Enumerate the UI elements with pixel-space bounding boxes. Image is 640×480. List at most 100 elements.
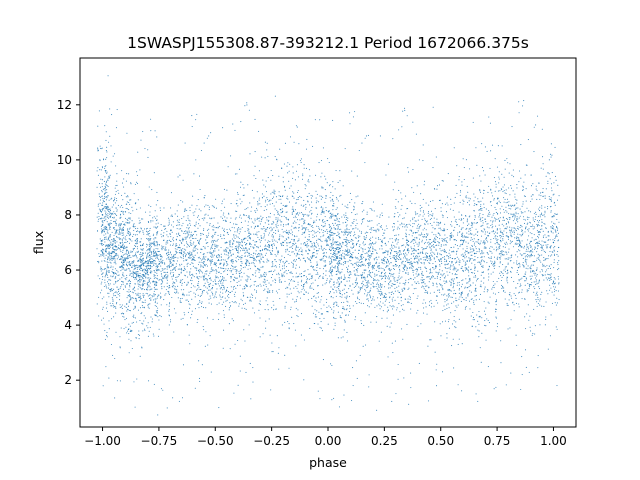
data-point [349, 112, 351, 114]
data-point [142, 270, 144, 272]
data-point [116, 232, 118, 234]
data-point [107, 239, 109, 241]
data-point [320, 240, 322, 242]
data-point [106, 261, 108, 263]
data-point [252, 261, 254, 263]
data-point [205, 213, 207, 215]
data-point [214, 280, 216, 282]
data-point [310, 209, 312, 211]
data-point [108, 223, 110, 225]
data-point [153, 262, 155, 264]
data-point [352, 293, 354, 295]
data-point [175, 276, 177, 279]
data-point [165, 273, 167, 276]
data-point [242, 266, 244, 269]
data-point [362, 221, 364, 223]
data-point [200, 276, 202, 278]
data-point [189, 252, 191, 254]
data-point [270, 193, 272, 195]
data-point [298, 266, 301, 268]
data-point [215, 255, 218, 257]
data-point [142, 218, 144, 220]
data-point [261, 193, 263, 195]
data-point [196, 113, 198, 115]
data-point [124, 260, 127, 262]
data-point [198, 208, 200, 210]
data-point [114, 239, 117, 242]
data-point [334, 232, 336, 235]
data-point [149, 211, 151, 213]
data-point [112, 246, 114, 249]
data-point [96, 216, 98, 218]
data-point [283, 257, 286, 259]
data-point [133, 261, 135, 263]
data-point [329, 235, 331, 237]
data-point [111, 231, 113, 233]
data-point [366, 298, 368, 300]
data-point [170, 262, 172, 264]
data-point [111, 206, 113, 208]
data-point [240, 298, 242, 300]
data-point [187, 228, 190, 230]
data-point [153, 290, 155, 292]
data-point [204, 195, 206, 197]
data-point [113, 257, 115, 259]
data-point [126, 277, 128, 279]
data-point [96, 248, 98, 250]
data-point [207, 344, 209, 346]
data-point [220, 234, 222, 236]
data-point [341, 255, 343, 257]
data-point [275, 308, 277, 310]
data-point [182, 254, 185, 256]
data-point [356, 271, 358, 273]
data-point [248, 232, 250, 234]
data-point [314, 269, 316, 271]
data-point [344, 319, 346, 321]
data-point [101, 243, 103, 245]
data-point [203, 257, 205, 259]
data-point [207, 241, 209, 244]
data-point [307, 180, 309, 182]
data-point [364, 238, 366, 240]
data-point [354, 274, 356, 276]
data-point [352, 228, 354, 230]
data-point [144, 148, 146, 150]
data-point [225, 268, 227, 270]
data-point [350, 273, 352, 276]
data-point [107, 257, 109, 259]
data-point [120, 286, 122, 288]
data-point [136, 208, 138, 210]
data-point [169, 261, 171, 263]
data-point [108, 210, 110, 213]
data-point [121, 170, 123, 172]
data-point [249, 296, 251, 298]
data-point [308, 249, 310, 252]
data-point [362, 285, 364, 287]
data-point [215, 262, 217, 264]
data-point [116, 241, 118, 243]
data-point [256, 255, 258, 257]
data-point [265, 283, 267, 285]
data-point [335, 244, 337, 246]
data-point [212, 252, 214, 254]
data-point [221, 284, 223, 286]
data-point [330, 295, 332, 298]
data-point [268, 260, 270, 262]
data-point [104, 330, 106, 332]
data-point [109, 246, 111, 248]
data-point [156, 255, 158, 257]
data-point [201, 271, 203, 273]
data-point [309, 287, 311, 289]
data-point [175, 292, 177, 294]
data-point [302, 232, 304, 234]
data-point [341, 231, 343, 233]
data-point [212, 243, 214, 245]
data-point [165, 241, 167, 243]
data-point [215, 275, 217, 277]
data-point [139, 272, 141, 274]
data-point [183, 216, 185, 218]
data-point [153, 281, 155, 283]
data-point [355, 262, 357, 264]
data-point [160, 273, 163, 275]
data-point [359, 288, 362, 290]
